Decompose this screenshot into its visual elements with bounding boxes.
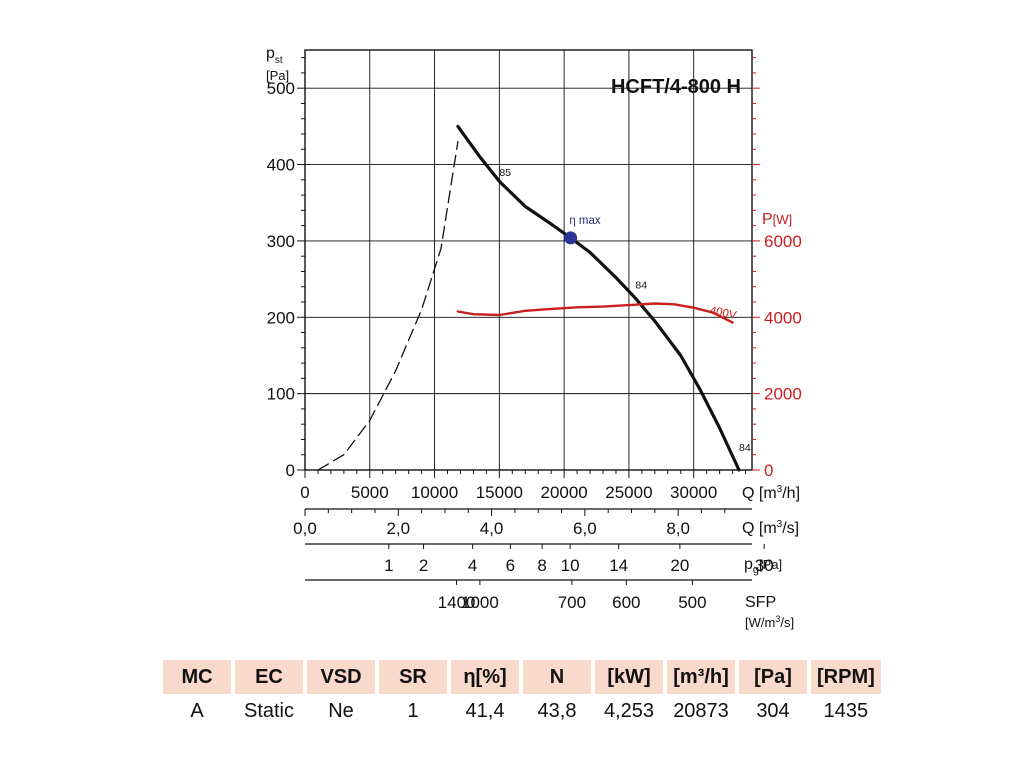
pg-label: pg[Pa] bbox=[744, 556, 782, 576]
x-tick-label: 30000 bbox=[670, 483, 717, 502]
y2-tick-label: 6000 bbox=[764, 232, 802, 251]
annotation-label: 400V bbox=[709, 305, 738, 322]
value-pressure: 304 bbox=[756, 699, 790, 722]
annotation-label: 84 bbox=[635, 279, 647, 291]
y2-tick-label: 4000 bbox=[764, 308, 802, 327]
q-m3s-tick-label: 8,0 bbox=[666, 519, 690, 538]
y-axis-unit: [Pa] bbox=[266, 68, 289, 83]
y-tick-label: 300 bbox=[267, 232, 295, 251]
series-line bbox=[317, 140, 459, 471]
y2-axis-label: P[W] bbox=[762, 211, 792, 228]
value-mc: A bbox=[190, 699, 204, 722]
pg-tick-label: 20 bbox=[670, 556, 689, 575]
grid bbox=[304, 49, 753, 471]
x-tick-label: 25000 bbox=[605, 483, 652, 502]
q-m3s-tick-label: 4,0 bbox=[480, 519, 504, 538]
sfp-unit: [W/m3/s] bbox=[745, 614, 794, 630]
value-ec: Static bbox=[243, 699, 295, 722]
sfp-tick-label: 1000 bbox=[461, 593, 499, 612]
y-tick-label: 100 bbox=[267, 385, 295, 404]
value-sr: 1 bbox=[407, 699, 419, 722]
value-n: 43,8 bbox=[537, 699, 577, 722]
value-kw: 4,253 bbox=[603, 699, 655, 722]
fan-performance-chart: 0100200300400500pst[Pa]0200040006000P[W]… bbox=[266, 45, 802, 630]
header-pressure: [Pa] bbox=[739, 660, 807, 694]
y-tick-label: 0 bbox=[286, 461, 295, 480]
x-tick-label: 0 bbox=[300, 483, 309, 502]
series-line bbox=[456, 302, 734, 324]
sfp-tick-label: 700 bbox=[558, 593, 586, 612]
pg-tick-label: 30 bbox=[755, 556, 774, 575]
q-m3s-tick-label: 6,0 bbox=[573, 519, 597, 538]
series-line bbox=[456, 124, 741, 472]
header-ec: EC bbox=[235, 660, 303, 694]
q-m3s-tick-label: 0,0 bbox=[293, 519, 317, 538]
value-flow: 20873 bbox=[673, 699, 729, 722]
spec-table-value-row: A Static Ne 1 41,4 43,8 4,253 20873 304 … bbox=[163, 694, 881, 728]
sfp-tick-label: 600 bbox=[612, 593, 640, 612]
annotation-label: η max bbox=[569, 215, 601, 227]
pg-tick-label: 6 bbox=[506, 556, 515, 575]
y-tick-label: 400 bbox=[267, 156, 295, 175]
series-layer bbox=[317, 124, 741, 472]
y-tick-label: 200 bbox=[267, 308, 295, 327]
sfp-label: SFP bbox=[745, 594, 776, 611]
pg-tick-label: 1 bbox=[384, 556, 393, 575]
y2-tick-label: 0 bbox=[764, 461, 773, 480]
y-tick-label: 500 bbox=[267, 79, 295, 98]
header-n: N bbox=[523, 660, 591, 694]
pg-tick-label: 14 bbox=[609, 556, 628, 575]
x-axis-label: Q [m3/h] bbox=[742, 484, 800, 502]
y2-tick-label: 2000 bbox=[764, 385, 802, 404]
pg-tick-label: 2 bbox=[419, 556, 428, 575]
header-efficiency: η[%] bbox=[451, 660, 519, 694]
header-rpm: [RPM] bbox=[811, 660, 881, 694]
x-tick-label: 15000 bbox=[476, 483, 523, 502]
sfp-tick-label: 500 bbox=[678, 593, 706, 612]
value-efficiency: 41,4 bbox=[465, 699, 505, 722]
header-kw: [kW] bbox=[595, 660, 663, 694]
axes bbox=[297, 57, 765, 585]
header-vsd: VSD bbox=[307, 660, 375, 694]
value-rpm: 1435 bbox=[823, 699, 869, 722]
pg-tick-label: 4 bbox=[468, 556, 477, 575]
labels-layer: 0100200300400500pst[Pa]0200040006000P[W]… bbox=[266, 45, 802, 630]
y-axis-label: pst bbox=[266, 45, 283, 66]
eta-max-marker bbox=[564, 231, 578, 245]
pg-tick-label: 10 bbox=[561, 556, 580, 575]
value-vsd: Ne bbox=[328, 699, 354, 722]
x-tick-label: 10000 bbox=[411, 483, 458, 502]
plot-frame bbox=[304, 49, 753, 471]
spec-table: MC EC VSD SR η[%] N [kW] [m³/h] [Pa] [RP… bbox=[159, 660, 885, 728]
q-m3s-tick-label: 2,0 bbox=[386, 519, 410, 538]
x-tick-label: 20000 bbox=[540, 483, 587, 502]
header-mc: MC bbox=[163, 660, 231, 694]
annotation-label: 85 bbox=[499, 167, 511, 179]
x-tick-label: 5000 bbox=[351, 483, 389, 502]
header-flow: [m³/h] bbox=[667, 660, 735, 694]
chart-title: HCFT/4-800 H bbox=[611, 76, 741, 98]
annotation-label: 84 bbox=[739, 442, 751, 454]
sfp-tick-label: 1400 bbox=[438, 593, 476, 612]
header-sr: SR bbox=[379, 660, 447, 694]
spec-table-header-row: MC EC VSD SR η[%] N [kW] [m³/h] [Pa] [RP… bbox=[163, 660, 881, 694]
q-m3s-label: Q [m3/s] bbox=[742, 519, 799, 537]
pg-tick-label: 8 bbox=[537, 556, 546, 575]
